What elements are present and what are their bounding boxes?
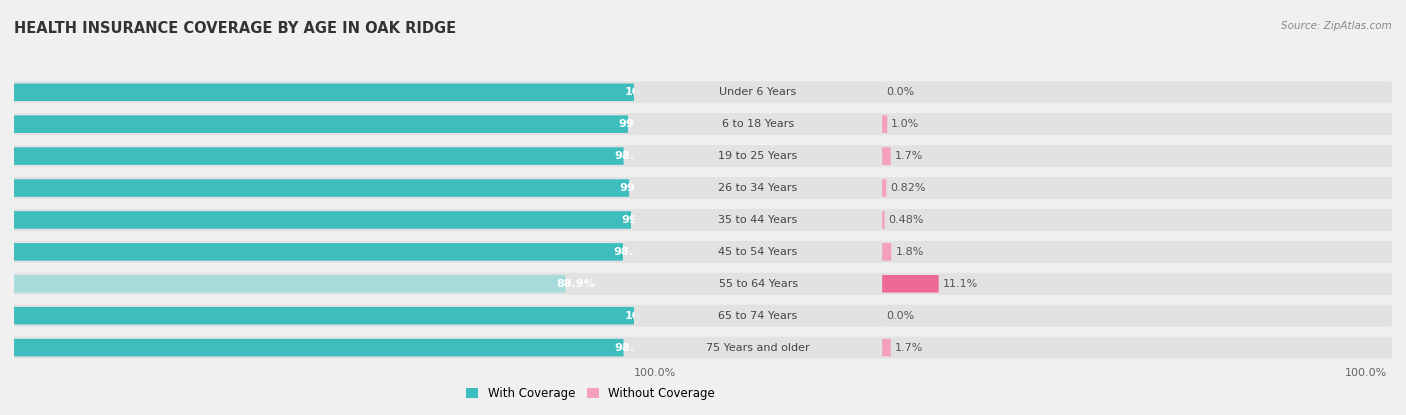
FancyBboxPatch shape — [634, 209, 882, 231]
FancyBboxPatch shape — [882, 209, 1392, 231]
Text: 99.0%: 99.0% — [619, 119, 658, 129]
Text: 6 to 18 Years: 6 to 18 Years — [723, 119, 794, 129]
Text: 98.3%: 98.3% — [614, 343, 652, 353]
FancyBboxPatch shape — [634, 145, 882, 167]
Text: 0.48%: 0.48% — [889, 215, 924, 225]
FancyBboxPatch shape — [882, 113, 1392, 135]
FancyBboxPatch shape — [14, 305, 634, 327]
Text: 98.2%: 98.2% — [613, 247, 652, 257]
Text: 0.0%: 0.0% — [886, 311, 914, 321]
FancyBboxPatch shape — [634, 273, 882, 295]
Text: 45 to 54 Years: 45 to 54 Years — [718, 247, 797, 257]
Text: Source: ZipAtlas.com: Source: ZipAtlas.com — [1281, 21, 1392, 31]
Text: 0.0%: 0.0% — [886, 87, 914, 97]
FancyBboxPatch shape — [14, 243, 623, 261]
FancyBboxPatch shape — [882, 147, 891, 165]
Text: 55 to 64 Years: 55 to 64 Years — [718, 279, 797, 289]
FancyBboxPatch shape — [634, 177, 882, 199]
Text: Under 6 Years: Under 6 Years — [720, 87, 797, 97]
FancyBboxPatch shape — [634, 81, 882, 103]
Text: 100.0%: 100.0% — [634, 369, 676, 378]
Text: 35 to 44 Years: 35 to 44 Years — [718, 215, 797, 225]
FancyBboxPatch shape — [14, 113, 634, 135]
FancyBboxPatch shape — [882, 339, 891, 356]
Text: 26 to 34 Years: 26 to 34 Years — [718, 183, 797, 193]
FancyBboxPatch shape — [14, 275, 565, 293]
FancyBboxPatch shape — [882, 179, 886, 197]
Text: 1.0%: 1.0% — [891, 119, 920, 129]
FancyBboxPatch shape — [14, 337, 634, 359]
Text: 1.8%: 1.8% — [896, 247, 924, 257]
FancyBboxPatch shape — [882, 145, 1392, 167]
FancyBboxPatch shape — [882, 243, 891, 261]
FancyBboxPatch shape — [882, 81, 1392, 103]
FancyBboxPatch shape — [14, 115, 628, 133]
FancyBboxPatch shape — [14, 241, 634, 263]
FancyBboxPatch shape — [634, 337, 882, 359]
Text: 88.9%: 88.9% — [555, 279, 595, 289]
Text: 1.7%: 1.7% — [894, 343, 924, 353]
Legend: With Coverage, Without Coverage: With Coverage, Without Coverage — [461, 383, 720, 405]
FancyBboxPatch shape — [14, 177, 634, 199]
Text: 99.2%: 99.2% — [620, 183, 659, 193]
Text: 1.7%: 1.7% — [894, 151, 924, 161]
FancyBboxPatch shape — [634, 113, 882, 135]
FancyBboxPatch shape — [14, 209, 634, 231]
FancyBboxPatch shape — [634, 305, 882, 327]
FancyBboxPatch shape — [14, 147, 624, 165]
FancyBboxPatch shape — [14, 339, 624, 356]
Text: 19 to 25 Years: 19 to 25 Years — [718, 151, 797, 161]
FancyBboxPatch shape — [634, 241, 882, 263]
FancyBboxPatch shape — [882, 275, 939, 293]
FancyBboxPatch shape — [14, 145, 634, 167]
Text: 100.0%: 100.0% — [624, 311, 671, 321]
FancyBboxPatch shape — [882, 337, 1392, 359]
Text: 11.1%: 11.1% — [943, 279, 979, 289]
Text: 75 Years and older: 75 Years and older — [706, 343, 810, 353]
Text: 99.5%: 99.5% — [621, 215, 661, 225]
Text: HEALTH INSURANCE COVERAGE BY AGE IN OAK RIDGE: HEALTH INSURANCE COVERAGE BY AGE IN OAK … — [14, 21, 456, 36]
Text: 65 to 74 Years: 65 to 74 Years — [718, 311, 797, 321]
FancyBboxPatch shape — [882, 273, 1392, 295]
FancyBboxPatch shape — [14, 83, 634, 101]
FancyBboxPatch shape — [14, 307, 634, 325]
FancyBboxPatch shape — [882, 305, 1392, 327]
Text: 100.0%: 100.0% — [1344, 369, 1386, 378]
FancyBboxPatch shape — [882, 177, 1392, 199]
FancyBboxPatch shape — [882, 241, 1392, 263]
Text: 98.3%: 98.3% — [614, 151, 652, 161]
FancyBboxPatch shape — [14, 179, 628, 197]
FancyBboxPatch shape — [14, 81, 634, 103]
Text: 0.82%: 0.82% — [890, 183, 927, 193]
FancyBboxPatch shape — [14, 273, 634, 295]
FancyBboxPatch shape — [882, 115, 887, 133]
FancyBboxPatch shape — [882, 211, 884, 229]
FancyBboxPatch shape — [14, 211, 631, 229]
Text: 100.0%: 100.0% — [624, 87, 671, 97]
